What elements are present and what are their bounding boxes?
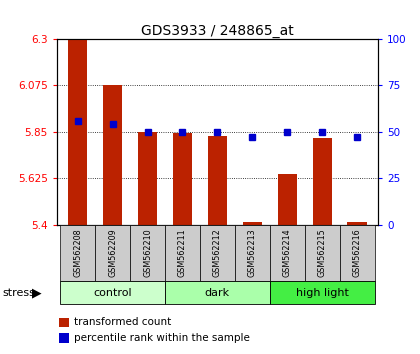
- Text: GSM562212: GSM562212: [213, 229, 222, 278]
- Bar: [165, 281, 270, 304]
- Bar: [270, 281, 375, 304]
- Bar: [270, 225, 304, 281]
- Text: GSM562211: GSM562211: [178, 229, 187, 278]
- Bar: [278, 174, 297, 225]
- Bar: [138, 132, 157, 225]
- Text: GSM562213: GSM562213: [248, 229, 257, 278]
- Bar: [60, 225, 95, 281]
- Text: GSM562210: GSM562210: [143, 229, 152, 278]
- Bar: [95, 225, 130, 281]
- Title: GDS3933 / 248865_at: GDS3933 / 248865_at: [141, 24, 294, 38]
- Bar: [208, 136, 227, 225]
- Text: percentile rank within the sample: percentile rank within the sample: [74, 333, 249, 343]
- Text: GSM562215: GSM562215: [318, 229, 327, 278]
- Text: GSM562208: GSM562208: [73, 229, 82, 278]
- Text: dark: dark: [205, 288, 230, 298]
- Text: stress: stress: [2, 288, 35, 298]
- Bar: [243, 222, 262, 225]
- Bar: [340, 225, 375, 281]
- Text: ▶: ▶: [32, 287, 41, 299]
- Bar: [200, 225, 235, 281]
- Bar: [235, 225, 270, 281]
- Text: GSM562216: GSM562216: [352, 229, 362, 278]
- Bar: [347, 222, 367, 225]
- Bar: [60, 281, 165, 304]
- Bar: [304, 225, 340, 281]
- Bar: [103, 85, 122, 225]
- Text: control: control: [93, 288, 132, 298]
- Text: high light: high light: [296, 288, 349, 298]
- Text: GSM562209: GSM562209: [108, 229, 117, 278]
- Bar: [312, 138, 332, 225]
- Bar: [165, 225, 200, 281]
- Bar: [68, 40, 87, 225]
- Text: transformed count: transformed count: [74, 318, 171, 327]
- Bar: [173, 133, 192, 225]
- Text: GSM562214: GSM562214: [283, 229, 292, 278]
- Bar: [130, 225, 165, 281]
